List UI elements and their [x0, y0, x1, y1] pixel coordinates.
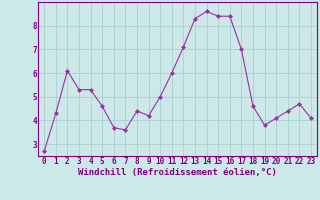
X-axis label: Windchill (Refroidissement éolien,°C): Windchill (Refroidissement éolien,°C) [78, 168, 277, 177]
